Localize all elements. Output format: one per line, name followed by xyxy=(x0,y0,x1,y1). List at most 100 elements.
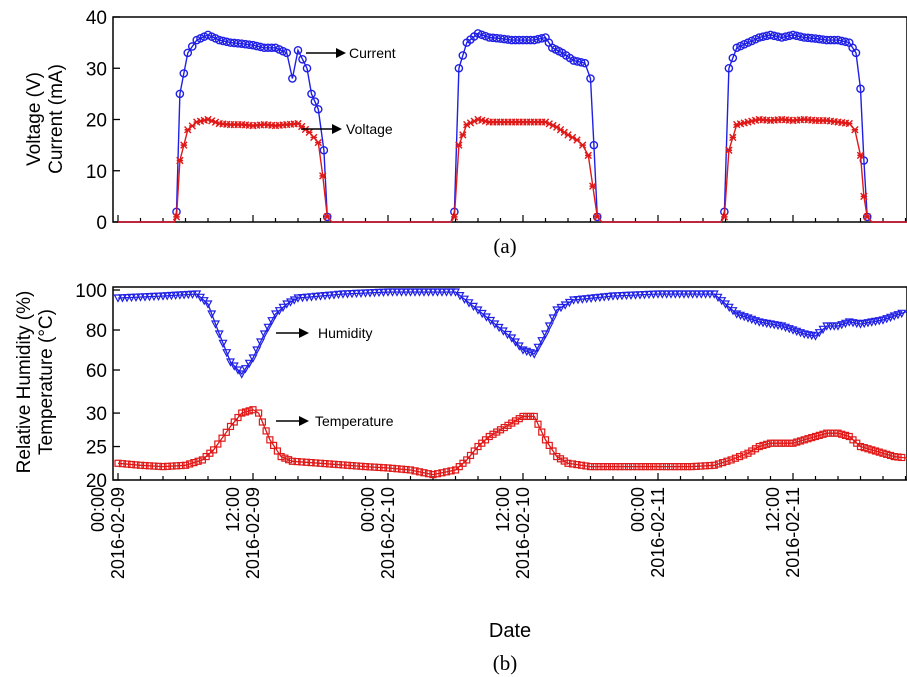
humidity-point xyxy=(621,291,632,301)
humidity-point xyxy=(175,291,185,300)
humidity-point xyxy=(171,291,181,301)
temperature-point xyxy=(281,454,289,462)
temperature-point xyxy=(523,412,531,421)
temperature-point xyxy=(879,449,887,457)
temperature-point xyxy=(770,439,778,447)
xtick-date-label: 2016-02-09 xyxy=(108,487,128,579)
temperature-point xyxy=(671,463,679,471)
humidity-point xyxy=(537,337,547,346)
temperature-point xyxy=(136,461,145,469)
temperature-point xyxy=(343,461,352,469)
humidity-point xyxy=(507,334,517,343)
humidity-point xyxy=(117,294,128,303)
temperature-point xyxy=(530,412,538,421)
humidity-point xyxy=(240,365,251,374)
current-point xyxy=(175,89,185,99)
x-axis-title: Date xyxy=(489,620,531,642)
panel-b-series xyxy=(113,288,907,479)
temperature-point xyxy=(591,463,599,471)
humidity-point xyxy=(582,295,592,304)
humidity-ytick-label: 60 xyxy=(86,361,107,382)
voltage-point xyxy=(176,156,184,165)
temperature-point xyxy=(781,439,790,447)
humidity-point xyxy=(840,319,851,329)
temperature-point xyxy=(348,462,356,470)
current-annotation-label: Current xyxy=(349,45,396,61)
humidity-point xyxy=(410,288,420,297)
panel-b-frame xyxy=(112,286,907,481)
humidity-point xyxy=(342,290,353,299)
voltage-point xyxy=(729,133,737,142)
humidity-point xyxy=(347,290,357,299)
current-point xyxy=(302,63,312,73)
humidity-point xyxy=(179,291,189,300)
humidity-point xyxy=(338,290,348,299)
temperature-point xyxy=(210,446,218,454)
voltage-point xyxy=(725,146,733,154)
humidity-point xyxy=(365,289,375,298)
temperature-point xyxy=(241,408,250,416)
voltage-annotation-label: Voltage xyxy=(346,121,393,137)
temperature-point xyxy=(641,463,649,471)
current-point xyxy=(282,48,292,58)
voltage-annotation: Voltage xyxy=(301,121,393,137)
temperature-point xyxy=(519,412,527,421)
temperature-point xyxy=(731,454,739,462)
temperature-point xyxy=(339,461,347,469)
temperature-point xyxy=(218,434,226,442)
caption-a: (a) xyxy=(493,234,516,258)
humidity-point xyxy=(552,306,562,315)
temperature-point xyxy=(515,415,523,423)
humidity-point xyxy=(278,303,288,313)
humidity-point xyxy=(675,290,685,299)
xtick-time-label: 00:00 xyxy=(628,487,648,532)
temperature-point xyxy=(466,451,475,460)
current-point xyxy=(473,29,483,38)
voltage-point xyxy=(319,172,327,180)
temperature-point xyxy=(508,419,516,427)
temperature-point xyxy=(361,463,370,471)
humidity-point xyxy=(126,293,137,303)
voltage-series xyxy=(118,115,907,223)
temperature-point xyxy=(545,441,553,450)
temperature-point xyxy=(262,427,270,435)
humidity-point xyxy=(311,292,321,302)
temperature-point xyxy=(190,459,198,467)
humidity-point xyxy=(630,291,641,300)
xtick-date-label: 2016-02-09 xyxy=(243,487,263,579)
temperature-point xyxy=(577,461,586,469)
current-point xyxy=(537,34,547,43)
temperature-point xyxy=(429,471,437,479)
humidity-point xyxy=(510,338,521,347)
temperature-point xyxy=(177,461,185,470)
humidity-point xyxy=(378,288,389,297)
temperature-point xyxy=(766,439,775,447)
humidity-point xyxy=(297,294,308,303)
humidity-point xyxy=(604,292,614,302)
current-point xyxy=(589,140,599,150)
temperature-point xyxy=(868,446,876,454)
temperature-point xyxy=(511,417,520,425)
humidity-point xyxy=(644,290,654,300)
current-point xyxy=(728,53,738,63)
current-point xyxy=(856,84,865,94)
humidity-point xyxy=(432,288,443,297)
temperature-point xyxy=(637,463,645,471)
humidity-point xyxy=(401,288,411,297)
temperature-point xyxy=(864,445,872,453)
humidity-point xyxy=(662,290,672,299)
temperature-point xyxy=(214,440,222,448)
current-point xyxy=(477,30,487,40)
humidity-point xyxy=(540,330,551,339)
temperature-point xyxy=(560,457,568,465)
temperature-point xyxy=(645,463,654,471)
temperature-point xyxy=(568,460,577,468)
temperature-point xyxy=(114,459,122,467)
humidity-point xyxy=(419,288,429,297)
temperature-point xyxy=(719,459,727,467)
current-annotation: Current xyxy=(306,45,396,61)
humidity-point xyxy=(437,288,447,297)
humidity-point xyxy=(255,338,266,347)
panel-a-series xyxy=(118,29,907,223)
humidity-point xyxy=(577,295,587,304)
